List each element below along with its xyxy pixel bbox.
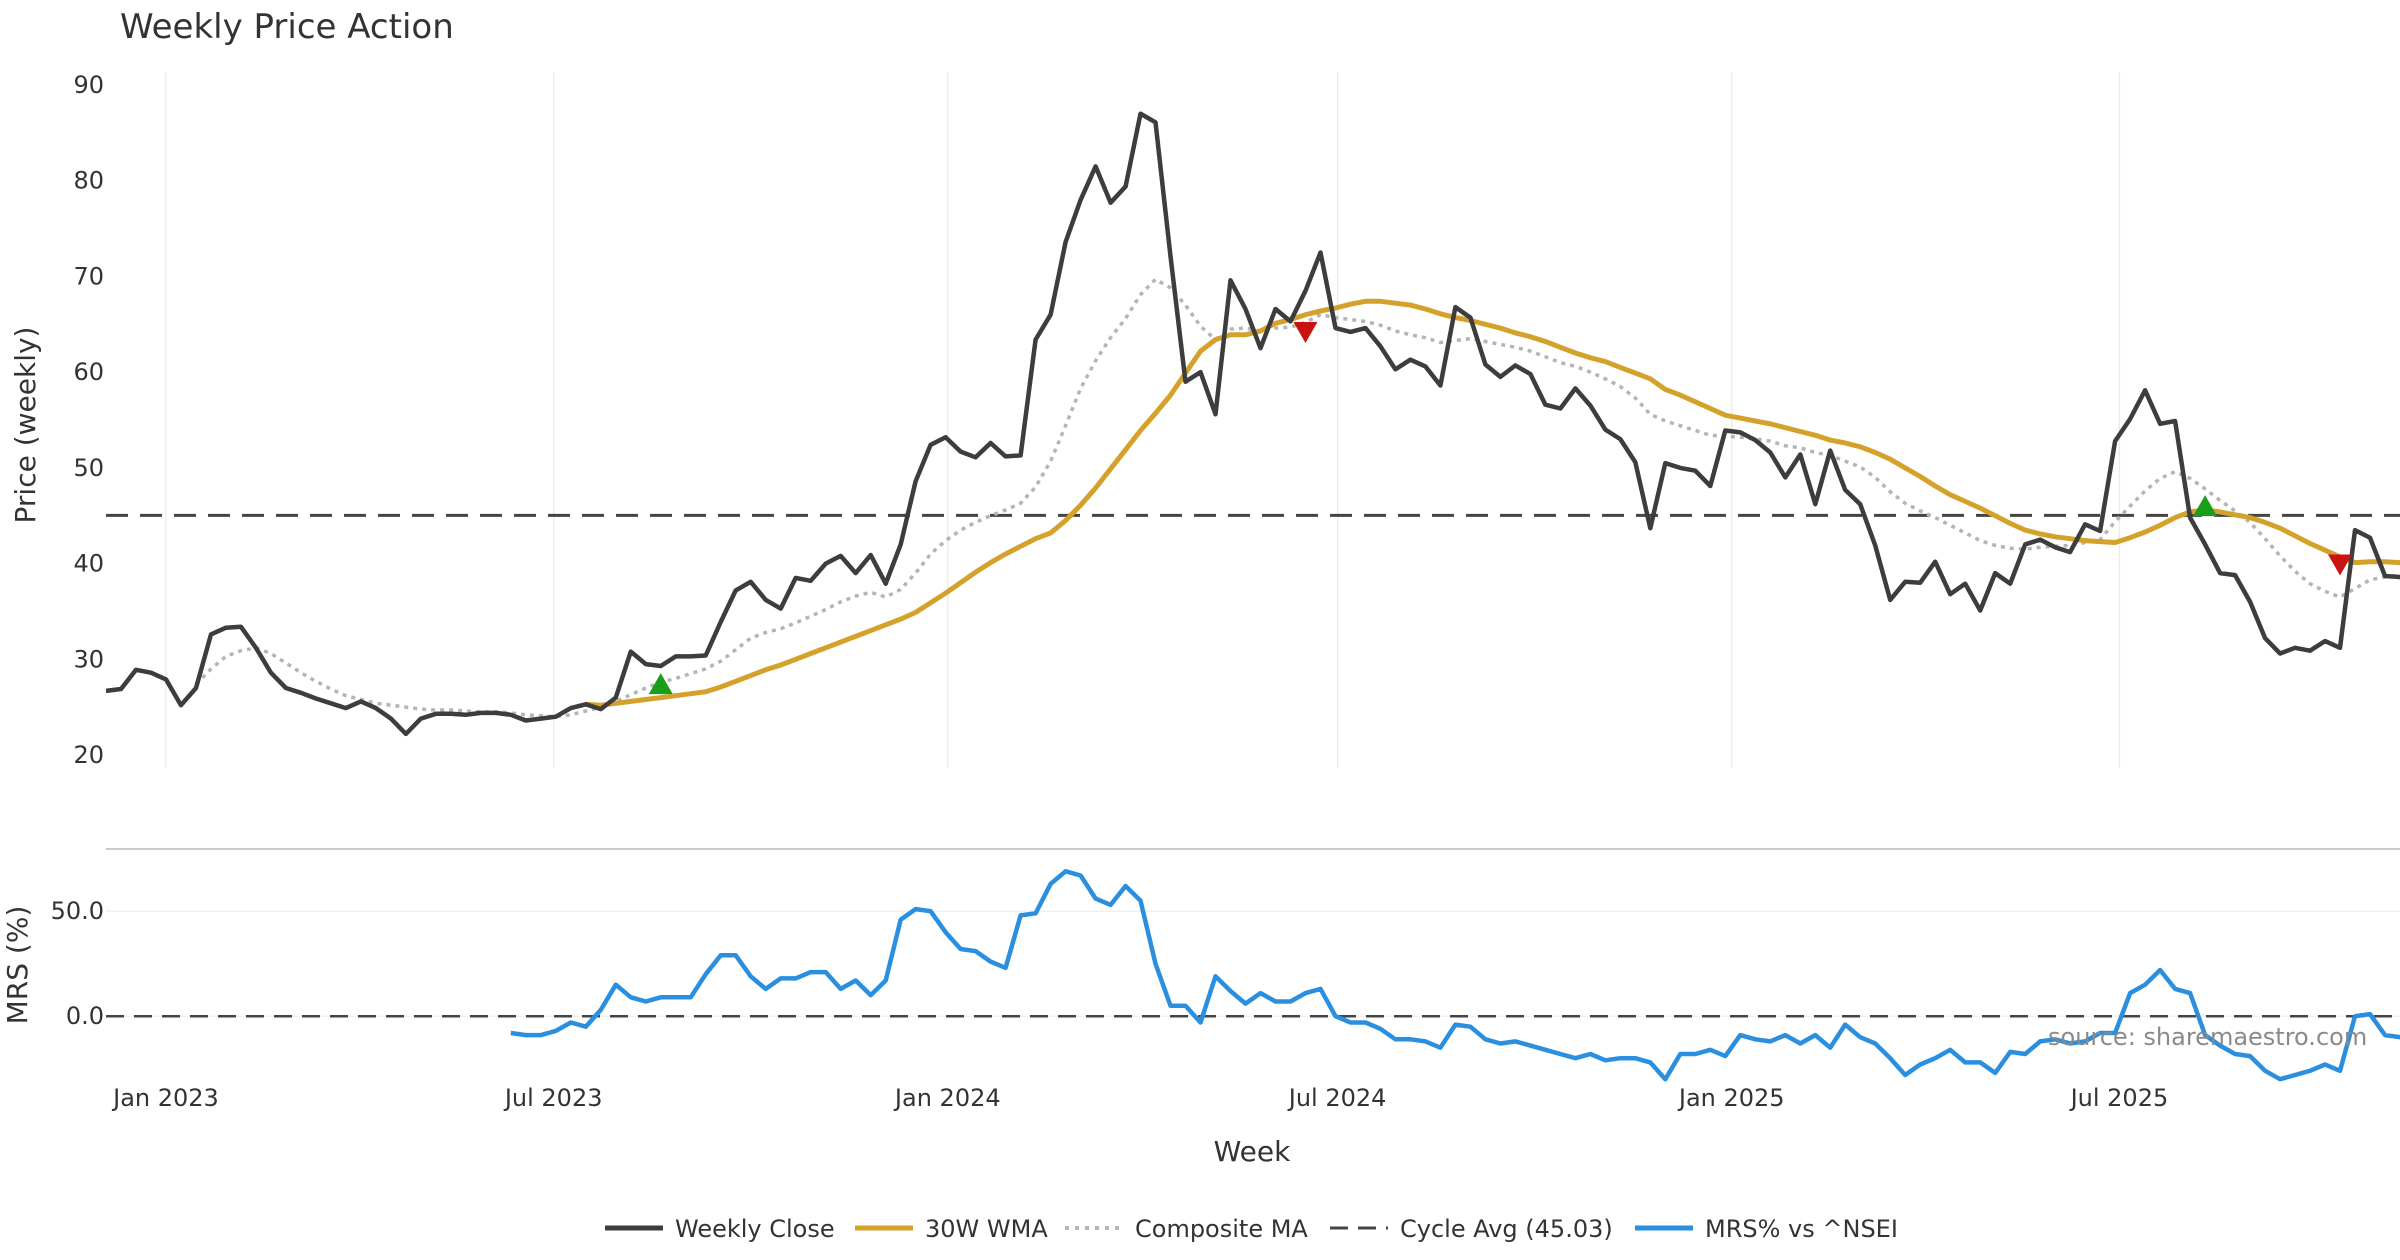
x-tick-label: Jul 2025 bbox=[2069, 1084, 2169, 1112]
reference-lines bbox=[106, 513, 2400, 1018]
legend-item: Cycle Avg (45.03) bbox=[1330, 1215, 1613, 1243]
x-tick-label: Jan 2023 bbox=[111, 1084, 219, 1112]
price-y-tick-label: 80 bbox=[73, 167, 104, 195]
composite-ma-line bbox=[194, 277, 2400, 719]
legend-item: 30W WMA bbox=[855, 1215, 1048, 1243]
mrs-line bbox=[510, 869, 2400, 1082]
buy-signal-marker bbox=[648, 673, 673, 695]
price-y-tick-label: 50 bbox=[73, 454, 104, 482]
price-y-axis-label: Price (weekly) bbox=[9, 327, 42, 524]
price-y-tick-label: 70 bbox=[73, 262, 104, 290]
price-y-tick-label: 30 bbox=[73, 645, 104, 673]
mrs-y-axis-label: MRS (%) bbox=[1, 906, 34, 1025]
x-tick-label: Jul 2024 bbox=[1287, 1084, 1387, 1112]
grid-layer bbox=[106, 72, 2400, 1017]
price-y-tick-label: 90 bbox=[73, 71, 104, 99]
buy-signal-marker bbox=[2193, 495, 2218, 517]
legend-label: Composite MA bbox=[1135, 1215, 1308, 1243]
legend-item: Composite MA bbox=[1065, 1215, 1308, 1243]
legend-label: Weekly Close bbox=[675, 1215, 835, 1243]
legend-label: Cycle Avg (45.03) bbox=[1400, 1215, 1613, 1243]
mrs-y-tick-label: 0.0 bbox=[66, 1002, 104, 1030]
chart-title: Weekly Price Action bbox=[120, 7, 454, 47]
wma-30w-line bbox=[585, 298, 2400, 708]
price-y-tick-label: 40 bbox=[73, 550, 104, 578]
signal-markers bbox=[648, 321, 2353, 695]
legend-label: 30W WMA bbox=[925, 1215, 1048, 1243]
mrs-y-tick-label: 50.0 bbox=[51, 897, 104, 925]
tick-labels: Jan 2023 Jul 2023 Jan 2024 Jul 2024 Jan 2025… bbox=[51, 71, 2169, 1112]
legend-item: MRS% vs ^NSEI bbox=[1635, 1215, 1898, 1243]
price-y-tick-label: 20 bbox=[73, 741, 104, 769]
weekly-close-line bbox=[105, 111, 2400, 737]
legend-label: MRS% vs ^NSEI bbox=[1705, 1215, 1898, 1243]
legend-item: Weekly Close bbox=[605, 1215, 835, 1243]
sell-signal-marker bbox=[1293, 321, 1318, 343]
price-y-tick-label: 60 bbox=[73, 358, 104, 386]
source-watermark: source: sharemaestro.com bbox=[2048, 1023, 2367, 1051]
x-tick-label: Jul 2023 bbox=[503, 1084, 603, 1112]
legend: Weekly Close 30W WMA Composite MA Cycle Avg… bbox=[605, 1215, 1898, 1243]
x-tick-label: Jan 2025 bbox=[1677, 1084, 1785, 1112]
x-tick-label: Jan 2024 bbox=[893, 1084, 1001, 1112]
series-layer bbox=[105, 111, 2400, 1082]
sell-signal-marker bbox=[2328, 554, 2353, 576]
x-axis-label: Week bbox=[1214, 1135, 1291, 1168]
